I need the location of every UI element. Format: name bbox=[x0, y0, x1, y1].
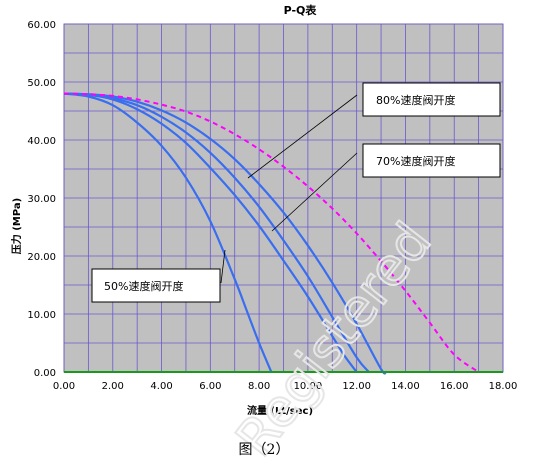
y-tick-label: 40.00 bbox=[27, 136, 56, 147]
y-tick-label: 0.00 bbox=[34, 368, 56, 379]
series-line-1 bbox=[63, 92, 273, 373]
y-tick-label: 20.00 bbox=[27, 252, 56, 263]
y-tick-label: 10.00 bbox=[27, 310, 56, 321]
x-tick-label: 14.00 bbox=[391, 381, 420, 392]
annotation-70: 70%速度阀开度 bbox=[376, 154, 455, 168]
y-tick-label: 50.00 bbox=[27, 78, 56, 89]
y-axis-label: 压力 (MPa) bbox=[10, 198, 23, 254]
x-axis-label: 流量 (Lt/sec) bbox=[247, 404, 313, 417]
x-tick-label: 16.00 bbox=[440, 381, 469, 392]
series-line-5 bbox=[63, 92, 480, 373]
x-tick-label: 10.00 bbox=[294, 381, 323, 392]
series-line-3 bbox=[63, 92, 370, 373]
annotation-80: 80%速度阀开度 bbox=[376, 93, 455, 107]
annotation-leader-50 bbox=[220, 249, 226, 284]
annotation-leader-80 bbox=[247, 94, 358, 179]
series-line-2 bbox=[63, 92, 358, 373]
y-tick-labels: 0.00 10.00 20.00 30.00 40.00 50.00 60.00 bbox=[27, 20, 56, 379]
x-tick-label: 6.00 bbox=[199, 381, 221, 392]
annotation-50: 50%速度阀开度 bbox=[104, 279, 183, 293]
y-tick-label: 60.00 bbox=[27, 20, 56, 31]
x-tick-label: 4.00 bbox=[150, 381, 172, 392]
x-tick-label: 12.00 bbox=[342, 381, 371, 392]
annotation-box-80 bbox=[362, 82, 501, 117]
x-tick-label: 0.00 bbox=[53, 381, 75, 392]
annotation-box-50 bbox=[91, 268, 221, 303]
x-tick-label: 2.00 bbox=[102, 381, 124, 392]
x-tick-label: 18.00 bbox=[489, 381, 518, 392]
series-group bbox=[63, 92, 480, 375]
x-tick-labels: 0.00 2.00 4.00 6.00 8.00 10.00 12.00 14.00 16.00… bbox=[53, 381, 517, 392]
figure-caption: 图（2） bbox=[239, 442, 290, 458]
annotation-box-70 bbox=[362, 143, 501, 178]
grid bbox=[63, 23, 504, 373]
y-tick-label: 30.00 bbox=[27, 194, 56, 205]
x-tick-label: 8.00 bbox=[248, 381, 270, 392]
chart-title: P-Q表 bbox=[284, 3, 318, 17]
annotation-leader-70 bbox=[271, 152, 358, 232]
